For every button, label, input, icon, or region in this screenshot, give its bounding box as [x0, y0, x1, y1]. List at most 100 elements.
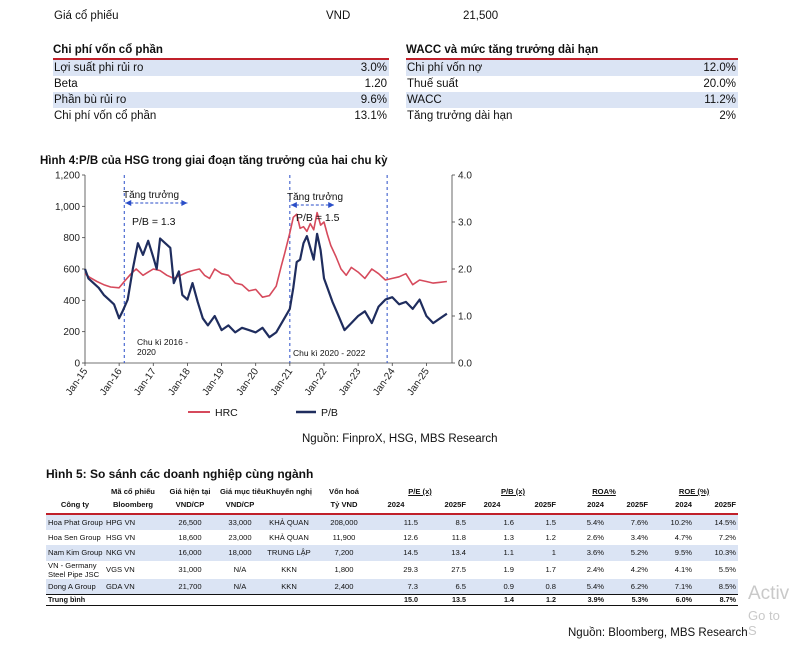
col-group-header: ROE (%) [678, 487, 710, 496]
table-cell: 8.5% [694, 578, 739, 594]
table-cell [316, 593, 372, 606]
row-value: 9.6% [360, 94, 387, 106]
table-cell: 1.3 [503, 532, 515, 542]
table-cell: 2,400 [316, 578, 372, 594]
chart-series [83, 211, 448, 339]
row-value: 3.0% [360, 62, 387, 74]
row-value: 2% [719, 110, 736, 122]
figure4-source: Nguồn: FinproX, HSG, MBS Research [302, 433, 498, 445]
row-label: Tăng trưởng dài hạn [407, 110, 513, 122]
table-row: Chi phí vốn nợ 12.0% [406, 60, 738, 76]
table-cell: 1 [516, 545, 559, 561]
col-header: 2025F [606, 496, 651, 515]
table-cell [104, 593, 162, 606]
table-row: Dong A Group GDA VN 21,700 N/A KKN 2,400 7.3 6.… [46, 578, 739, 594]
table-cell: 7.3 [372, 578, 420, 594]
table-cell: 6.5 [420, 578, 469, 594]
x-tick-label: Jan-18 [166, 366, 193, 398]
table-cell: 27.5 [451, 565, 467, 574]
col-header: Giá mục tiêu [220, 487, 266, 496]
col-header: 2024 [650, 496, 695, 515]
growth-arrow-1-head-right [181, 200, 188, 206]
y-right-tick-label: 0.0 [458, 359, 472, 370]
wacc-table: WACC và mức tăng trưởng dài hạn Chi phí … [406, 42, 738, 124]
col-group-header: ROA% [592, 487, 616, 496]
y-right-tick-label: 1.0 [458, 312, 472, 323]
row-value: 11.2% [704, 94, 736, 106]
table-cell: 13.4 [420, 545, 469, 561]
cycle-label-2: Chu kì 2020 - 2022 [293, 348, 366, 358]
table-cell: 11,900 [332, 532, 356, 542]
x-tick-label: Jan-21 [269, 366, 296, 398]
table-cell: 3.6% [558, 545, 607, 561]
x-tick-label: Jan-22 [303, 366, 330, 398]
activation-watermark-sub: Go to S [748, 608, 780, 638]
cost-of-equity-title: Chi phí vốn cổ phần [53, 44, 163, 56]
col-header: Giá hiện tại [169, 487, 211, 496]
average-row: Trung bình 15.0 13.5 1.4 1.2 3.9% 5.3% 6.0% 8.7% [46, 593, 739, 606]
table-cell: 33,000 [218, 514, 262, 530]
col-group-header: P/B (x) [500, 487, 526, 496]
table-cell: 1.1 [468, 545, 517, 561]
table-cell: 0.9 [468, 578, 517, 594]
table-cell: GDA VN [104, 578, 162, 594]
table-cell: 26,500 [162, 514, 218, 530]
col-header: Bloomberg [104, 496, 162, 515]
table-row: Lợi suất phi rủi ro 3.0% [53, 60, 389, 76]
table-row: WACC 11.2% [406, 92, 738, 108]
cycle-label-1b: 2020 [137, 347, 156, 357]
table-cell: 14.5 [372, 545, 420, 561]
row-value: 12.0% [703, 62, 736, 74]
growth-label-2: Tăng trưởng [287, 191, 343, 203]
col-header: 2025F [694, 496, 739, 515]
table-cell: 4.7% [674, 532, 693, 542]
table-cell: HSG VN [106, 532, 136, 542]
table-cell: 7.6% [606, 514, 651, 530]
col-header: VND/CP [162, 496, 218, 515]
table-cell: 29.3 [403, 565, 418, 574]
table-row: Tăng trưởng dài hạn 2% [406, 108, 738, 124]
table-cell: 4.2% [630, 565, 649, 574]
table-cell: 7.2% [718, 532, 737, 542]
table-cell: 31,000 [178, 565, 202, 574]
x-tick-label: Jan-23 [337, 366, 364, 398]
table-row: Hoa Phat Group HPG VN 26,500 33,000 KHẢ QUAN… [46, 514, 739, 530]
table-row: Chi phí vốn cổ phần 13.1% [53, 108, 389, 124]
x-tick-label: Jan-15 [64, 366, 91, 398]
cycle-markers [123, 175, 388, 363]
table-cell: 5.5% [718, 565, 737, 574]
table-cell: 3.4% [630, 532, 649, 542]
table-cell: 15.0 [372, 593, 420, 606]
row-value: 20.0% [703, 78, 736, 90]
col-header: Tỷ VND [316, 496, 372, 515]
table-cell: 11.8 [451, 532, 467, 542]
y-right-tick-label: 3.0 [458, 218, 472, 229]
table-cell: Trung bình [46, 593, 104, 606]
table-cell: 5.3% [606, 593, 651, 606]
peer-comparison-table: Mã cổ phiếu Giá hiện tại Giá mục tiêu Kh… [46, 478, 739, 606]
table-cell: TRUNG LẬP [262, 545, 316, 561]
pb-series-line [83, 232, 448, 339]
table-row: Hoa Sen Group HSG VN 18,600 23,000 KHẢ QUAN 1… [46, 530, 738, 546]
pb-label-1: P/B = 1.3 [132, 216, 176, 228]
col-group-header: P/E (x) [408, 487, 432, 496]
table-cell: HPG VN [104, 514, 162, 530]
share-price-value: 21,500 [463, 10, 499, 22]
table-cell: 1.2 [545, 532, 557, 542]
divider [406, 58, 738, 60]
col-header: 2024 [372, 496, 420, 515]
table-row: VN - Germany Steel Pipe JSC VGS VN 31,000 N… [46, 561, 738, 579]
col-header: 2025F [420, 496, 469, 515]
table-cell: NKG VN [104, 545, 162, 561]
table-row: Phần bù rủi ro 9.6% [53, 92, 389, 108]
table-cell: 9.5% [650, 545, 695, 561]
figure5-source: Nguồn: Bloomberg, MBS Research [568, 627, 748, 639]
table-cell [162, 593, 218, 606]
legend-label-hrc: HRC [215, 407, 238, 419]
pb-label-2: P/B = 1.5 [296, 212, 340, 224]
x-tick-label: Jan-16 [98, 366, 125, 398]
cost-of-equity-table: Chi phí vốn cổ phần Lợi suất phi rủi ro 3… [53, 42, 389, 124]
table-cell: 1.2 [516, 593, 559, 606]
table-cell: 5.2% [606, 545, 651, 561]
table-cell: KHẢ QUAN [269, 532, 309, 542]
